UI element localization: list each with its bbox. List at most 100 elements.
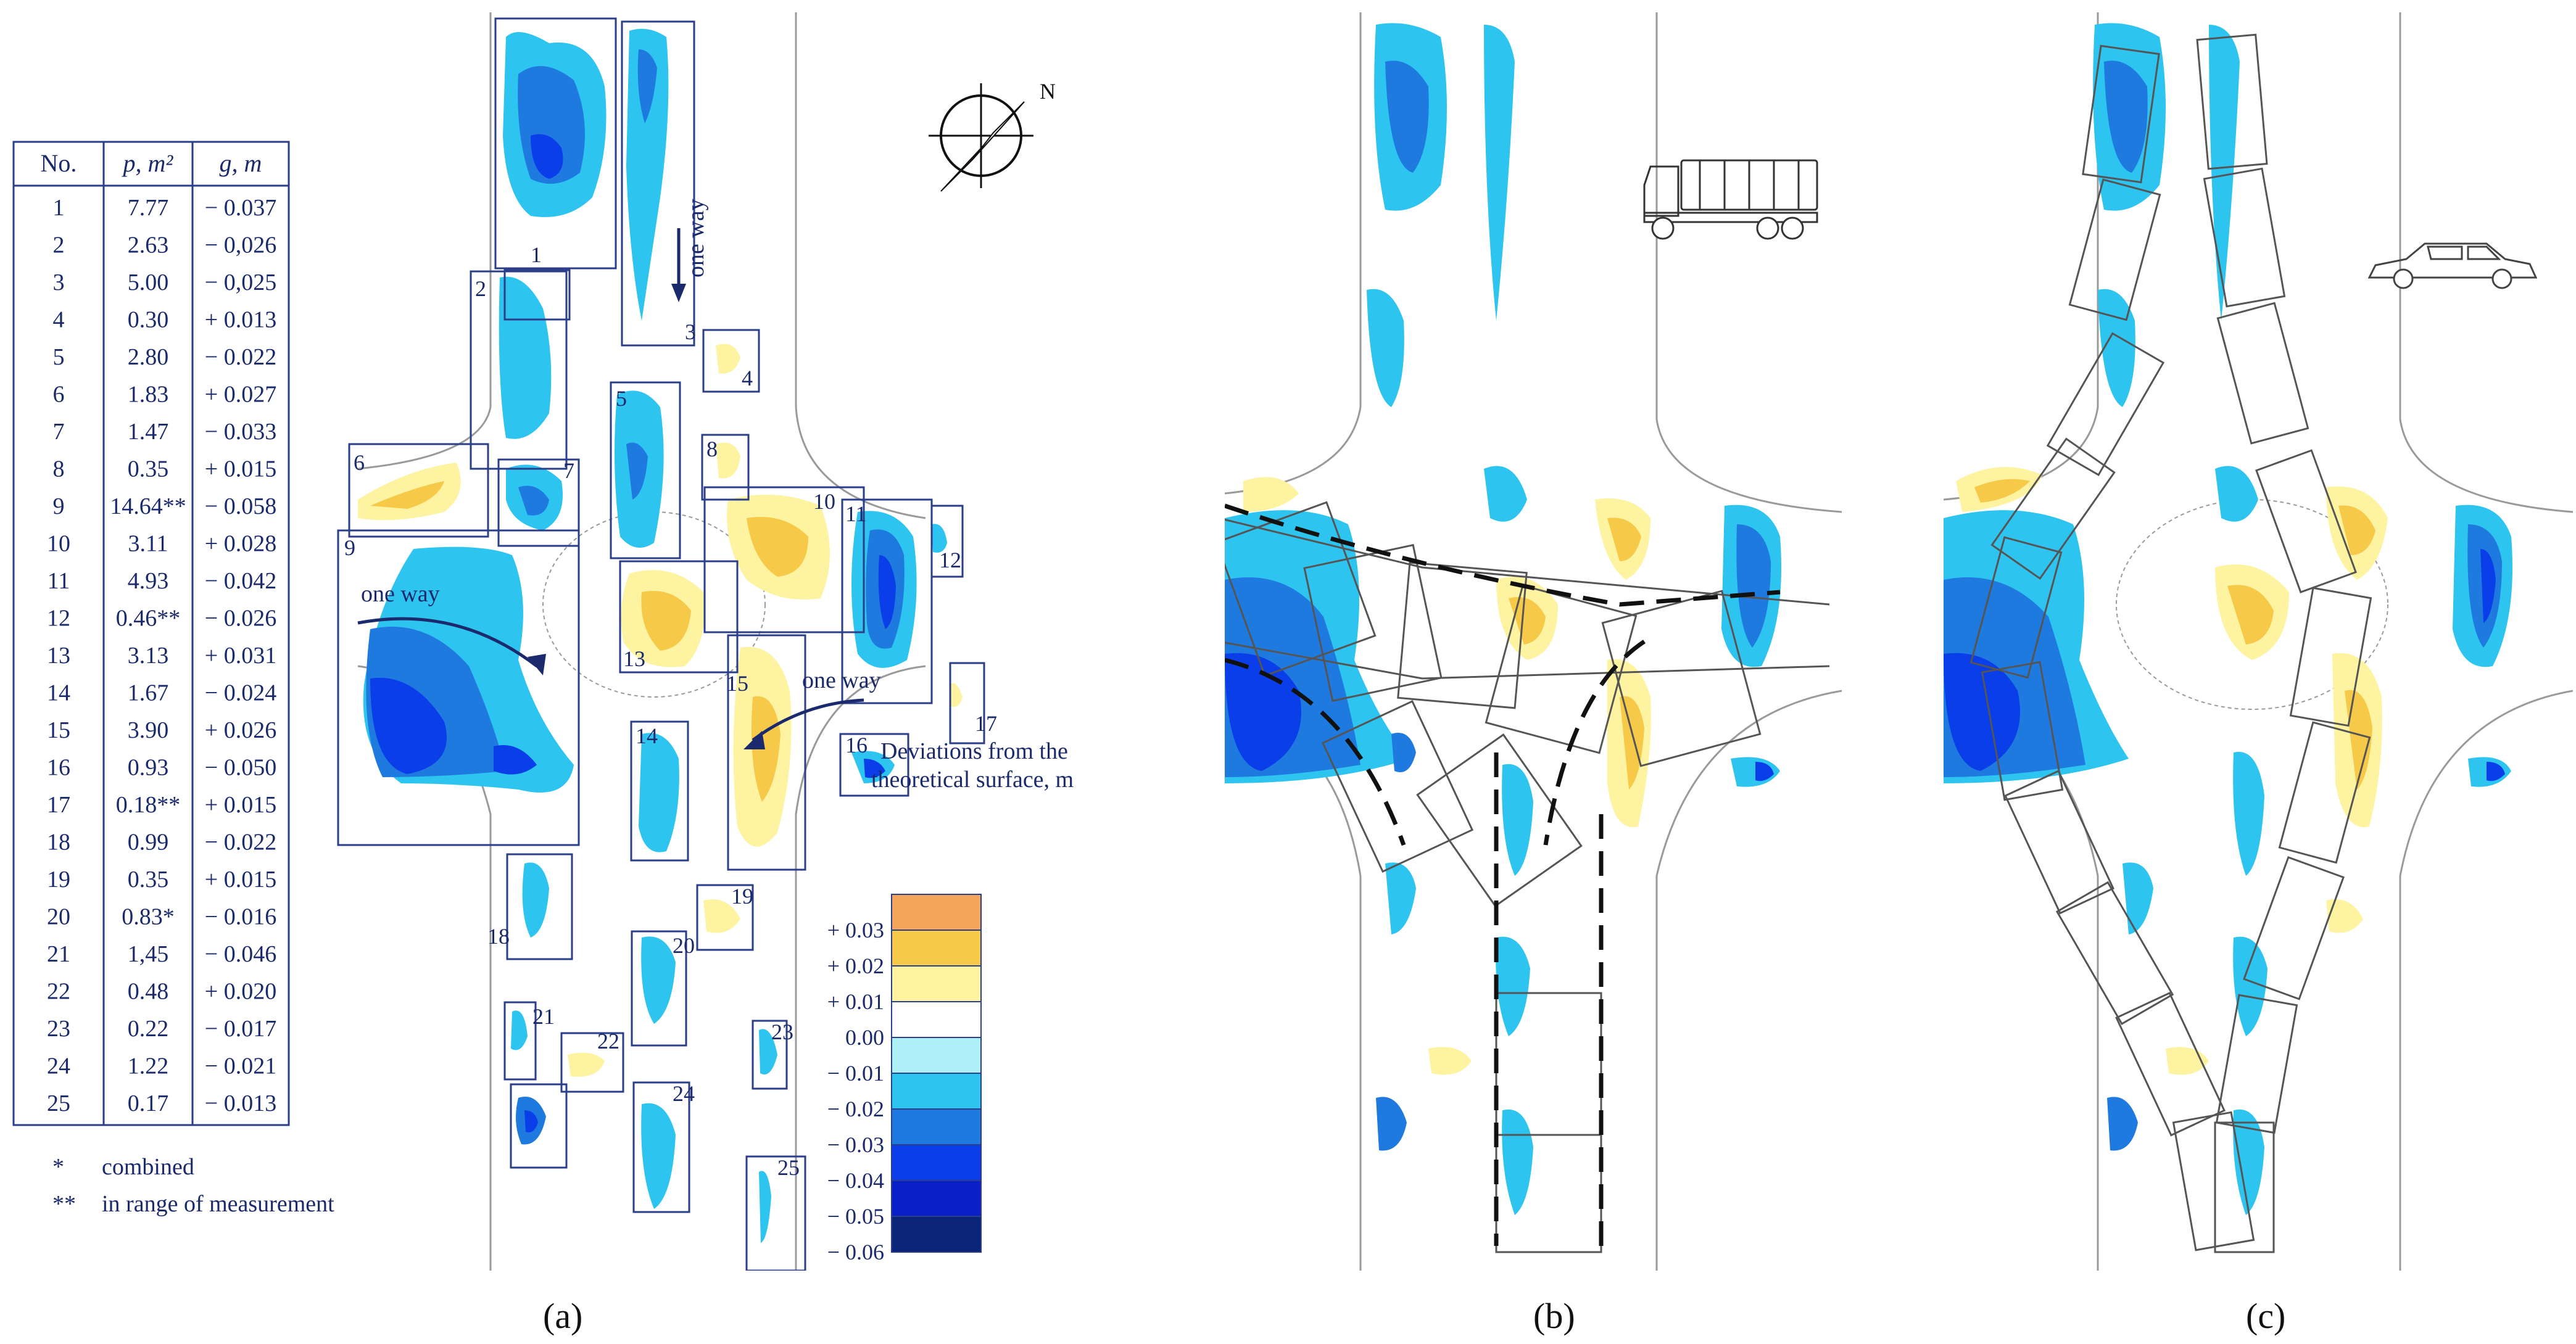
table-cell-g: − 0.037 (205, 195, 276, 221)
table-cell-p: 1.67 (128, 680, 169, 706)
table-cell-g: + 0.027 (205, 382, 276, 408)
footnote-mark: * (52, 1154, 64, 1180)
table-cell-p: 0.30 (128, 307, 169, 333)
table-cell-p: 3.90 (128, 717, 169, 743)
table-cell-no: 7 (53, 419, 65, 445)
panel-b-map (1225, 12, 1842, 1271)
svg-text:8: 8 (706, 437, 718, 461)
car-icon (2367, 242, 2538, 289)
table-cell-no: 25 (47, 1090, 70, 1116)
garbage-truck-icon (1643, 159, 1818, 240)
table-cell-p: 3.11 (128, 531, 168, 557)
table-cell-p: 0.17 (128, 1090, 169, 1116)
svg-text:4: 4 (742, 366, 753, 390)
legend-tick-label: 0.00 (845, 1025, 884, 1050)
panel-label-c: (c) (2246, 1296, 2286, 1336)
table-cell-g: + 0.031 (205, 643, 276, 669)
svg-text:21: 21 (532, 1004, 555, 1029)
legend-swatch (891, 1180, 982, 1217)
svg-text:3: 3 (685, 320, 696, 344)
table-cell-g: − 0.022 (205, 830, 276, 855)
svg-text:12: 12 (939, 548, 961, 572)
table-cell-g: − 0,025 (205, 270, 276, 295)
table-cell-no: 24 (47, 1053, 70, 1079)
table-cell-g: − 0.022 (205, 344, 276, 370)
footnote-text: combined (102, 1154, 194, 1180)
svg-text:24: 24 (673, 1081, 695, 1106)
table-cell-no: 11 (48, 568, 70, 594)
svg-text:9: 9 (344, 535, 355, 560)
table-cell-p: 0.93 (128, 755, 169, 781)
legend-swatch (891, 1108, 982, 1145)
legend-tick-label: − 0.02 (827, 1097, 884, 1121)
table-cell-g: − 0.017 (205, 1016, 276, 1042)
one-way-label-west: one way (361, 581, 440, 607)
table-cell-p: 0.83* (122, 904, 175, 930)
table-cell-p: 2.63 (128, 233, 169, 258)
table-cell-g: + 0.026 (205, 717, 276, 743)
table-cell-g: − 0.042 (205, 568, 276, 594)
svg-text:13: 13 (623, 646, 645, 671)
table-cell-no: 8 (53, 456, 65, 482)
legend-swatch (891, 930, 982, 967)
panel-label-a: (a) (543, 1296, 583, 1336)
table-cell-no: 20 (47, 904, 70, 930)
table-cell-no: 22 (47, 979, 70, 1005)
table-cell-no: 9 (53, 493, 65, 519)
table-cell-g: − 0.021 (205, 1053, 276, 1079)
legend-swatch (891, 1073, 982, 1110)
table-cell-g: + 0.015 (205, 456, 276, 482)
table-cell-p: 1.22 (128, 1053, 169, 1079)
footnote-text: in range of measurement (102, 1191, 334, 1217)
table-cell-p: 0.46** (116, 606, 181, 632)
table-cell-no: 3 (53, 270, 65, 295)
legend-tick-label: + 0.02 (827, 954, 884, 978)
deviation-table: No. p, m² g, m 1 7.77 − 0.037 2 2.63 − 0,026 3… (12, 141, 290, 1126)
table-header-g: g, m (220, 149, 262, 177)
area-boxes (337, 17, 985, 1271)
deviation-blobs (1225, 23, 1781, 1215)
table-cell-g: + 0.020 (205, 979, 276, 1005)
table-cell-p: 3.13 (128, 643, 169, 669)
table-cell-g: − 0.050 (205, 755, 276, 781)
table-cell-g: − 0.046 (205, 941, 276, 967)
legend-title-line1: Deviations from the (880, 738, 1068, 764)
one-way-label-east: one way (802, 667, 881, 693)
panel-c-map (1944, 12, 2573, 1271)
table-cell-p: 0.35 (128, 867, 169, 893)
svg-text:15: 15 (726, 671, 748, 696)
table-cell-g: − 0.026 (205, 606, 276, 632)
table-cell-no: 23 (47, 1016, 70, 1042)
one-way-label-north: one way (683, 199, 709, 278)
car-swept-path (1969, 33, 2372, 1253)
table-cell-p: 1.83 (128, 382, 169, 408)
compass-icon: N (929, 79, 1056, 192)
table-header-p: p, m² (122, 149, 174, 177)
table-cell-no: 5 (53, 344, 65, 370)
svg-text:18: 18 (487, 924, 510, 949)
table-cell-no: 19 (47, 867, 70, 893)
legend-swatch (891, 1001, 982, 1038)
svg-text:25: 25 (777, 1155, 800, 1180)
table-cell-p: 0.99 (128, 830, 169, 855)
table-cell-g: + 0.015 (205, 792, 276, 818)
table-header-no: No. (41, 149, 77, 177)
svg-text:16: 16 (845, 733, 868, 757)
svg-text:2: 2 (475, 276, 486, 301)
legend-swatch (891, 1144, 982, 1181)
footnote-mark: ** (52, 1191, 76, 1217)
svg-text:19: 19 (731, 884, 753, 909)
table-cell-p: 5.00 (128, 270, 169, 295)
svg-text:7: 7 (563, 458, 574, 483)
table-cell-p: 1.47 (128, 419, 169, 445)
legend-tick-label: − 0.05 (827, 1204, 884, 1229)
table-cell-no: 18 (47, 830, 70, 855)
svg-text:10: 10 (813, 489, 835, 514)
table-cell-no: 16 (47, 755, 70, 781)
table-cell-p: 0.22 (128, 1016, 169, 1042)
svg-text:5: 5 (616, 386, 627, 411)
footnote-range: ** in range of measurement (52, 1190, 334, 1218)
table-cell-no: 1 (53, 195, 65, 221)
deviation-legend: Deviations from the theoretical surface,… (827, 738, 1074, 1264)
